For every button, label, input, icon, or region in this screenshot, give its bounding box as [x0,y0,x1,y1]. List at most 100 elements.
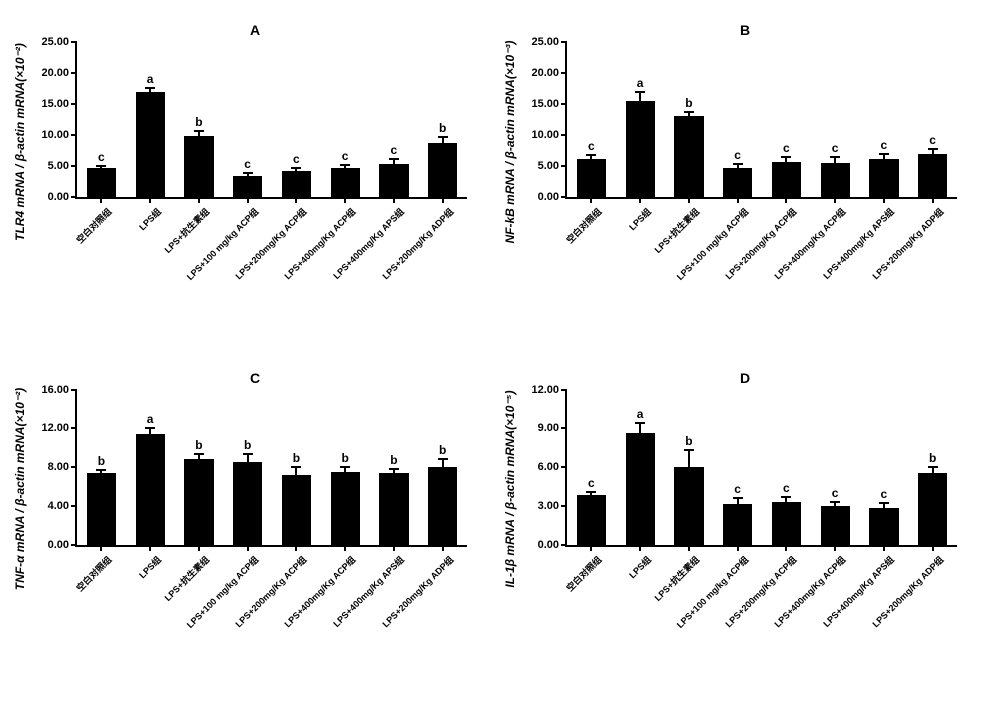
bar [379,164,408,197]
bar [184,459,213,544]
x-tick [932,197,934,203]
y-tick-label: 12.00 [41,422,77,434]
x-axis-label: LPS+抗生素组 [161,205,212,256]
significance-label: b [929,451,936,465]
x-tick [932,545,934,551]
error-cap [389,158,399,160]
bar [626,433,655,544]
error-cap [438,136,448,138]
x-tick [785,545,787,551]
error-cap [340,466,350,468]
x-tick [393,197,395,203]
bar [723,504,752,544]
x-tick [247,197,249,203]
bar [674,467,703,545]
y-tick-label: 12.00 [531,384,567,396]
y-tick-label: 16.00 [41,384,77,396]
x-axis-label: LPS+抗生素组 [651,205,702,256]
y-tick-label: 20.00 [41,67,77,79]
bar [918,473,947,544]
bar [821,163,850,197]
significance-label: c [832,486,839,500]
x-axis-label: LPS组 [135,553,163,581]
x-axis-label: LPS+抗生素组 [161,553,212,604]
significance-label: b [685,434,692,448]
panel-D: DIL-1β mRNA / β-actin mRNA(×10⁻⁵)0.003.0… [510,368,980,696]
y-tick-label: 9.00 [538,422,567,434]
plot-area: 0.005.0010.0015.0020.0025.00c空白对照组aLPS组b… [75,42,467,199]
panel-title: A [250,22,260,38]
x-tick [149,197,151,203]
significance-label: c [391,143,398,157]
significance-label: b [195,115,202,129]
x-axis-label: LPS组 [135,205,163,233]
x-tick [100,545,102,551]
significance-label: b [439,121,446,135]
significance-label: b [195,438,202,452]
error-bar [247,454,249,462]
x-axis-label: 空白对照组 [564,553,605,594]
error-cap [733,497,743,499]
significance-label: c [734,148,741,162]
y-tick-label: 3.00 [538,500,567,512]
y-tick-label: 8.00 [48,461,77,473]
x-tick [688,197,690,203]
x-tick [883,545,885,551]
panel-title: B [740,22,750,38]
bar [428,467,457,545]
bar [869,159,898,197]
significance-label: b [293,451,300,465]
significance-label: c [832,141,839,155]
x-axis-label: 空白对照组 [74,205,115,246]
significance-label: c [783,481,790,495]
error-cap [194,130,204,132]
significance-label: c [293,152,300,166]
significance-label: c [929,133,936,147]
significance-label: c [783,141,790,155]
y-tick-label: 0.00 [538,539,567,551]
y-tick-label: 6.00 [538,461,567,473]
x-tick [590,545,592,551]
x-tick [295,545,297,551]
bar [918,154,947,197]
bar [772,162,801,197]
significance-label: c [342,149,349,163]
panel-title: C [250,370,260,386]
error-cap [145,427,155,429]
panel-A: ATLR4 mRNA / β-actin mRNA(×10⁻²)0.005.00… [20,20,490,348]
significance-label: c [98,150,105,164]
error-cap [389,468,399,470]
x-tick [834,545,836,551]
x-tick [198,545,200,551]
error-cap [635,422,645,424]
x-axis-label: 空白对照组 [74,553,115,594]
x-tick [639,197,641,203]
bar [577,159,606,197]
bar [674,116,703,197]
y-tick-label: 15.00 [41,98,77,110]
error-cap [928,466,938,468]
panel-B: BNF-kB mRNA / β-actin mRNA(×10⁻³)0.005.0… [510,20,980,348]
bar [723,168,752,197]
significance-label: b [685,96,692,110]
y-axis-label: IL-1β mRNA / β-actin mRNA(×10⁻⁵) [503,390,517,587]
significance-label: a [147,412,154,426]
error-cap [586,491,596,493]
significance-label: c [881,487,888,501]
error-cap [830,156,840,158]
bar [821,506,850,545]
significance-label: b [341,451,348,465]
x-tick [295,197,297,203]
error-bar [442,459,444,467]
x-tick [149,545,151,551]
error-cap [928,148,938,150]
plot-area: 0.003.006.009.0012.00c空白对照组aLPS组bLPS+抗生素… [565,390,957,547]
bar [233,462,262,544]
bar [282,171,311,197]
panel-grid: ATLR4 mRNA / β-actin mRNA(×10⁻²)0.005.00… [20,20,980,695]
x-tick [883,197,885,203]
y-tick-label: 25.00 [41,36,77,48]
panel-C: CTNF-α mRNA / β-actin mRNA(×10⁻²)0.004.0… [20,368,490,696]
x-tick [344,197,346,203]
bar [626,101,655,197]
